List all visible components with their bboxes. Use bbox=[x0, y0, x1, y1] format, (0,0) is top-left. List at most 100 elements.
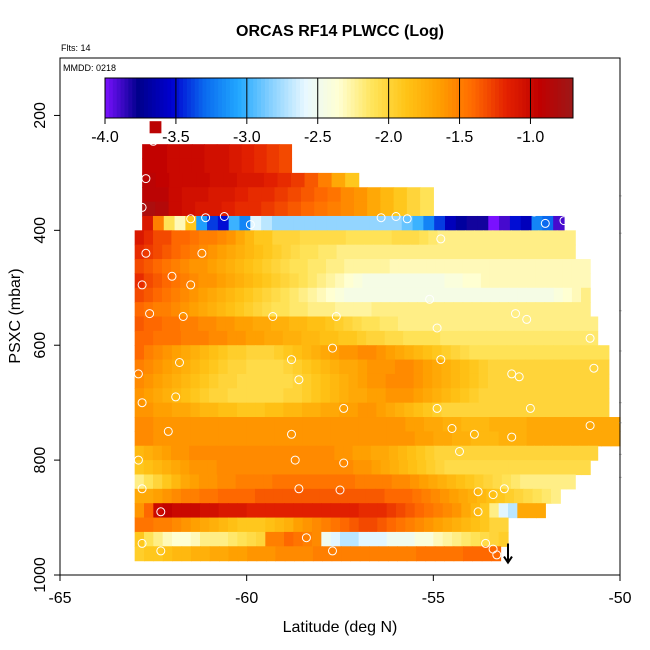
heatmap-cell bbox=[262, 460, 272, 476]
observation-circle bbox=[473, 507, 483, 517]
colorbar-swatch bbox=[506, 78, 512, 118]
heatmap-cell bbox=[161, 259, 172, 275]
colorbar-swatch bbox=[417, 78, 422, 118]
heatmap-cell bbox=[562, 460, 573, 476]
colorbar-swatch bbox=[171, 78, 176, 118]
colorbar-swatch bbox=[210, 78, 215, 118]
heatmap-cell bbox=[271, 302, 282, 318]
heatmap-cell bbox=[134, 460, 145, 476]
observation-circle bbox=[219, 212, 229, 221]
heatmap-cell bbox=[481, 546, 492, 562]
heatmap-cell bbox=[198, 244, 209, 260]
heatmap-cell bbox=[162, 388, 173, 404]
heatmap-cell bbox=[142, 215, 154, 231]
heatmap-cell bbox=[460, 345, 470, 361]
heatmap-cell bbox=[358, 431, 369, 447]
heatmap-cell bbox=[508, 259, 518, 275]
heatmap-cell bbox=[487, 359, 498, 375]
heatmap-cell bbox=[209, 359, 219, 375]
heatmap-cell bbox=[367, 359, 377, 375]
heatmap-cell bbox=[246, 388, 257, 404]
x-axis: -65 -60 -55 -50 bbox=[48, 575, 632, 607]
heatmap-cell bbox=[152, 287, 163, 303]
heatmap-cell bbox=[208, 244, 218, 260]
heatmap-cell bbox=[319, 330, 330, 346]
heatmap-cell bbox=[551, 330, 562, 346]
heatmap-cell bbox=[556, 230, 567, 246]
heatmap-cell bbox=[311, 345, 322, 361]
heatmap-cell bbox=[470, 431, 481, 447]
heatmap-cell bbox=[243, 259, 254, 275]
heatmap-cell bbox=[143, 488, 154, 504]
heatmap-cell bbox=[389, 287, 400, 303]
heatmap-cell bbox=[216, 259, 227, 275]
colorbar-swatch bbox=[350, 78, 356, 118]
heatmap-cell bbox=[376, 345, 387, 361]
heatmap-cell bbox=[216, 144, 230, 160]
heatmap-cell bbox=[162, 244, 172, 260]
heatmap-cell bbox=[274, 373, 285, 389]
heatmap-cell bbox=[582, 417, 593, 432]
heatmap-cell bbox=[153, 330, 164, 346]
heatmap-cell bbox=[344, 302, 354, 318]
heatmap-cell bbox=[134, 302, 145, 318]
heatmap-cell bbox=[236, 388, 247, 404]
heatmap-cell bbox=[412, 215, 424, 231]
heatmap-cell bbox=[180, 230, 191, 246]
heatmap-cell bbox=[318, 230, 328, 246]
heatmap-cell bbox=[301, 330, 312, 346]
heatmap-cell bbox=[461, 417, 472, 432]
colorbar-swatch bbox=[553, 78, 558, 118]
heatmap-cell bbox=[264, 373, 275, 389]
heatmap-cell bbox=[428, 230, 439, 246]
heatmap-cell bbox=[198, 474, 209, 490]
heatmap-cell bbox=[417, 273, 427, 289]
heatmap-cell bbox=[189, 445, 199, 461]
heatmap-cell bbox=[506, 316, 517, 332]
heatmap-cell bbox=[471, 302, 482, 318]
heatmap-cell bbox=[393, 488, 404, 504]
heatmap-cell bbox=[461, 503, 472, 519]
heatmap-cell bbox=[325, 302, 336, 318]
heatmap-cell bbox=[329, 373, 340, 389]
heatmap-cell bbox=[283, 373, 294, 389]
heatmap-cell bbox=[495, 488, 506, 504]
heatmap-cell bbox=[134, 230, 145, 246]
heatmap-cell bbox=[551, 488, 561, 504]
observation-circle bbox=[137, 398, 147, 408]
heatmap-cell bbox=[450, 359, 461, 375]
heatmap-cell bbox=[266, 158, 280, 174]
heatmap-cell bbox=[253, 273, 263, 289]
heatmap-cell bbox=[443, 445, 453, 461]
heatmap-cell bbox=[336, 215, 349, 231]
heatmap-cell bbox=[421, 330, 432, 346]
heatmap-cell bbox=[134, 330, 145, 346]
heatmap-cell bbox=[134, 373, 145, 389]
heatmap-cell bbox=[207, 445, 217, 461]
observation-circle bbox=[469, 429, 479, 439]
heatmap-cell bbox=[343, 316, 354, 332]
heatmap-cell bbox=[325, 273, 336, 289]
heatmap-cell bbox=[331, 172, 346, 188]
heatmap-cell bbox=[541, 488, 552, 504]
heatmap-cell bbox=[391, 230, 402, 246]
heatmap-cell bbox=[543, 388, 554, 404]
heatmap-cell bbox=[446, 244, 457, 260]
colorbar-swatch bbox=[561, 78, 566, 118]
heatmap-cell bbox=[352, 445, 363, 461]
heatmap-cell bbox=[171, 359, 182, 375]
heatmap-cell bbox=[293, 215, 305, 231]
heatmap-cell bbox=[543, 445, 553, 461]
heatmap-cell bbox=[441, 359, 452, 375]
colorbar-swatch bbox=[296, 78, 301, 118]
heatmap-cell bbox=[455, 215, 468, 231]
heatmap-cell bbox=[419, 230, 429, 246]
heatmap-cell bbox=[354, 244, 365, 260]
heatmap-cell bbox=[353, 187, 368, 203]
heatmap-cell bbox=[153, 531, 164, 547]
heatmap-cell bbox=[385, 373, 396, 389]
colorbar-swatch bbox=[440, 78, 445, 118]
heatmap-cell bbox=[189, 287, 200, 303]
heatmap-cell bbox=[316, 287, 327, 303]
heatmap-cell bbox=[134, 488, 145, 504]
